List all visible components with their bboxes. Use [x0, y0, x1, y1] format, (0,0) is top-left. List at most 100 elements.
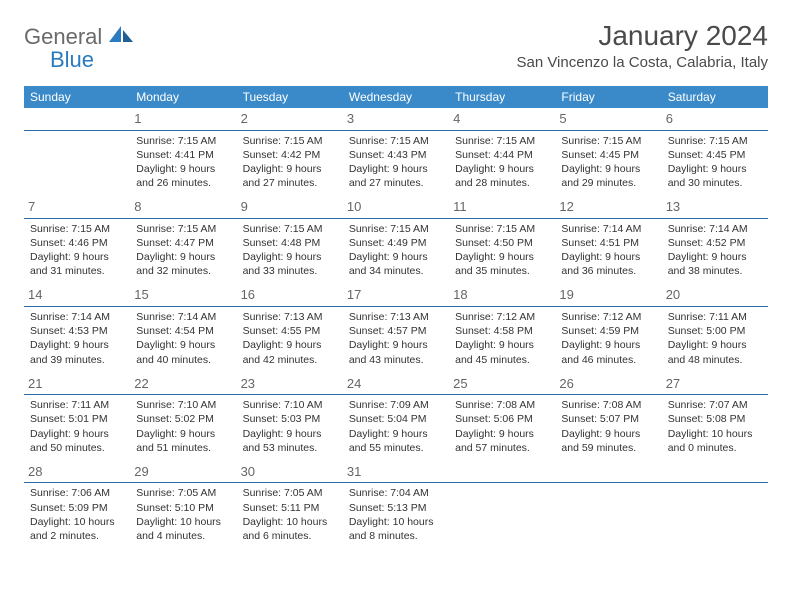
day-details: Sunrise: 7:05 AMSunset: 5:11 PMDaylight:… [241, 486, 339, 543]
detail-line: Daylight: 9 hours [561, 338, 655, 352]
calendar-cell: 31Sunrise: 7:04 AMSunset: 5:13 PMDayligh… [343, 461, 449, 549]
calendar-week: 14Sunrise: 7:14 AMSunset: 4:53 PMDayligh… [24, 284, 768, 372]
day-details: Sunrise: 7:15 AMSunset: 4:50 PMDaylight:… [453, 222, 551, 279]
day-header-row: Sunday Monday Tuesday Wednesday Thursday… [24, 86, 768, 108]
detail-line: and 35 minutes. [455, 264, 549, 278]
day-number: 12 [555, 196, 661, 219]
detail-line: Sunrise: 7:14 AM [136, 310, 230, 324]
detail-line: Sunrise: 7:11 AM [30, 398, 124, 412]
calendar-cell: 24Sunrise: 7:09 AMSunset: 5:04 PMDayligh… [343, 373, 449, 461]
day-details: Sunrise: 7:15 AMSunset: 4:44 PMDaylight:… [453, 134, 551, 191]
detail-line: Daylight: 9 hours [668, 338, 762, 352]
detail-line: Sunset: 5:11 PM [243, 501, 337, 515]
detail-line: Sunrise: 7:15 AM [668, 134, 762, 148]
detail-line: Daylight: 9 hours [349, 338, 443, 352]
day-details: Sunrise: 7:15 AMSunset: 4:45 PMDaylight:… [666, 134, 764, 191]
day-number: 31 [343, 461, 449, 484]
detail-line: and 27 minutes. [349, 176, 443, 190]
calendar-cell [555, 461, 661, 549]
calendar-cell: 20Sunrise: 7:11 AMSunset: 5:00 PMDayligh… [662, 284, 768, 372]
day-details: Sunrise: 7:05 AMSunset: 5:10 PMDaylight:… [134, 486, 232, 543]
day-details: Sunrise: 7:15 AMSunset: 4:45 PMDaylight:… [559, 134, 657, 191]
brand-word2: Blue [50, 47, 94, 72]
detail-line: Sunrise: 7:11 AM [668, 310, 762, 324]
detail-line: Sunrise: 7:04 AM [349, 486, 443, 500]
day-details: Sunrise: 7:15 AMSunset: 4:49 PMDaylight:… [347, 222, 445, 279]
calendar-week: 21Sunrise: 7:11 AMSunset: 5:01 PMDayligh… [24, 373, 768, 461]
title-block: January 2024 San Vincenzo la Costa, Cala… [516, 20, 768, 71]
day-number: 2 [237, 108, 343, 131]
detail-line: and 27 minutes. [243, 176, 337, 190]
detail-line: Sunset: 4:45 PM [668, 148, 762, 162]
detail-line: Sunrise: 7:05 AM [136, 486, 230, 500]
calendar-cell: 30Sunrise: 7:05 AMSunset: 5:11 PMDayligh… [237, 461, 343, 549]
day-details: Sunrise: 7:14 AMSunset: 4:51 PMDaylight:… [559, 222, 657, 279]
calendar-cell: 23Sunrise: 7:10 AMSunset: 5:03 PMDayligh… [237, 373, 343, 461]
detail-line: Sunrise: 7:15 AM [136, 222, 230, 236]
day-header: Sunday [24, 86, 130, 108]
detail-line: Sunrise: 7:15 AM [136, 134, 230, 148]
detail-line: Sunset: 4:48 PM [243, 236, 337, 250]
day-number: 3 [343, 108, 449, 131]
detail-line: Daylight: 9 hours [455, 427, 549, 441]
detail-line: Sunrise: 7:13 AM [349, 310, 443, 324]
detail-line: Sunrise: 7:15 AM [349, 222, 443, 236]
detail-line: Daylight: 10 hours [668, 427, 762, 441]
day-header: Monday [130, 86, 236, 108]
detail-line: and 30 minutes. [668, 176, 762, 190]
calendar-cell: 25Sunrise: 7:08 AMSunset: 5:06 PMDayligh… [449, 373, 555, 461]
calendar-cell: 15Sunrise: 7:14 AMSunset: 4:54 PMDayligh… [130, 284, 236, 372]
detail-line: Daylight: 10 hours [349, 515, 443, 529]
day-details: Sunrise: 7:11 AMSunset: 5:01 PMDaylight:… [28, 398, 126, 455]
sail-icon [107, 24, 135, 46]
detail-line: Sunrise: 7:14 AM [30, 310, 124, 324]
calendar-cell: 11Sunrise: 7:15 AMSunset: 4:50 PMDayligh… [449, 196, 555, 284]
day-number: 7 [24, 196, 130, 219]
calendar-cell [662, 461, 768, 549]
detail-line: Daylight: 9 hours [455, 162, 549, 176]
detail-line: Sunset: 5:02 PM [136, 412, 230, 426]
detail-line: Sunset: 4:44 PM [455, 148, 549, 162]
day-number: 21 [24, 373, 130, 396]
detail-line: Daylight: 9 hours [30, 427, 124, 441]
detail-line: Sunrise: 7:06 AM [30, 486, 124, 500]
detail-line: and 8 minutes. [349, 529, 443, 543]
detail-line: Sunrise: 7:10 AM [243, 398, 337, 412]
detail-line: and 45 minutes. [455, 353, 549, 367]
detail-line: and 33 minutes. [243, 264, 337, 278]
calendar-cell: 5Sunrise: 7:15 AMSunset: 4:45 PMDaylight… [555, 108, 661, 196]
detail-line: Daylight: 9 hours [243, 338, 337, 352]
calendar-table: Sunday Monday Tuesday Wednesday Thursday… [24, 86, 768, 549]
detail-line: Sunset: 4:53 PM [30, 324, 124, 338]
detail-line: Daylight: 9 hours [136, 162, 230, 176]
detail-line: Sunrise: 7:08 AM [455, 398, 549, 412]
location-subtitle: San Vincenzo la Costa, Calabria, Italy [516, 54, 768, 71]
detail-line: and 42 minutes. [243, 353, 337, 367]
day-details: Sunrise: 7:15 AMSunset: 4:43 PMDaylight:… [347, 134, 445, 191]
day-number [24, 108, 130, 131]
detail-line: Sunrise: 7:15 AM [243, 222, 337, 236]
detail-line: and 36 minutes. [561, 264, 655, 278]
calendar-cell: 26Sunrise: 7:08 AMSunset: 5:07 PMDayligh… [555, 373, 661, 461]
detail-line: Sunset: 5:08 PM [668, 412, 762, 426]
day-header: Wednesday [343, 86, 449, 108]
header: General Blue January 2024 San Vincenzo l… [24, 20, 768, 72]
detail-line: Sunset: 4:51 PM [561, 236, 655, 250]
day-number: 4 [449, 108, 555, 131]
detail-line: Sunset: 5:04 PM [349, 412, 443, 426]
day-number: 28 [24, 461, 130, 484]
day-details: Sunrise: 7:08 AMSunset: 5:07 PMDaylight:… [559, 398, 657, 455]
detail-line: and 53 minutes. [243, 441, 337, 455]
detail-line: Sunset: 4:42 PM [243, 148, 337, 162]
calendar-week: 28Sunrise: 7:06 AMSunset: 5:09 PMDayligh… [24, 461, 768, 549]
calendar-cell: 19Sunrise: 7:12 AMSunset: 4:59 PMDayligh… [555, 284, 661, 372]
day-number: 25 [449, 373, 555, 396]
day-number: 6 [662, 108, 768, 131]
detail-line: Daylight: 10 hours [243, 515, 337, 529]
detail-line: Sunset: 4:49 PM [349, 236, 443, 250]
detail-line: and 40 minutes. [136, 353, 230, 367]
day-header: Thursday [449, 86, 555, 108]
detail-line: Sunrise: 7:09 AM [349, 398, 443, 412]
day-number: 8 [130, 196, 236, 219]
day-details: Sunrise: 7:12 AMSunset: 4:58 PMDaylight:… [453, 310, 551, 367]
